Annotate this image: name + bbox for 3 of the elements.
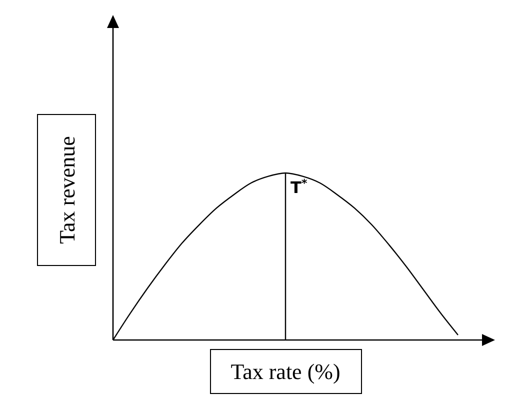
y-axis-title: Tax revenue <box>54 136 80 244</box>
annotation: T$^{*}$ <box>290 176 308 197</box>
x-axis-title: Tax rate (%) <box>230 359 340 384</box>
